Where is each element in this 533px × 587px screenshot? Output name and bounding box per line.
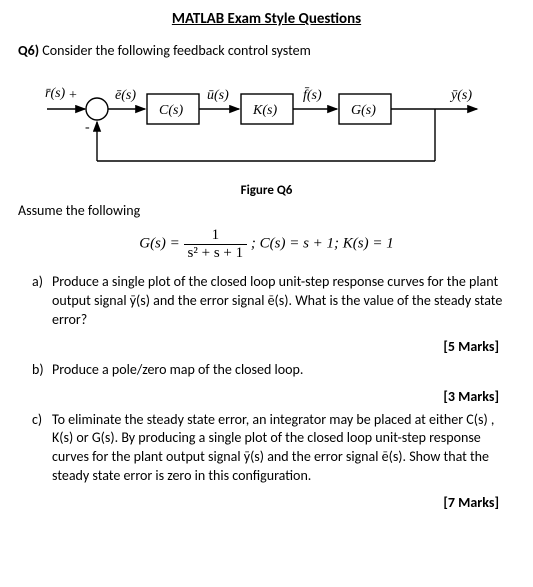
question-label: Q6) [18,42,39,59]
question-text: Consider the following feedback control … [42,42,311,59]
part-c-label: c) [32,411,52,487]
block-diagram: r̄(s) + - ē(s) C(s) ū(s) K(s) f̄(s) G(s)… [18,69,515,179]
signal-f-label: f̄(s) [303,87,322,103]
part-b-label: b) [32,361,52,380]
part-c-text: To eliminate the steady state error, an … [52,411,515,487]
page-title: MATLAB Exam Style Questions [18,10,515,28]
part-b-text: Produce a pole/zero map of the closed lo… [52,361,515,380]
eq-c: C(s) = s + 1; [260,235,339,251]
block-g-label: G(s) [351,103,376,118]
assume-text: Assume the following [18,202,515,219]
block-k-label: K(s) [252,103,277,118]
part-a-text: Produce a single plot of the closed loop… [52,273,515,330]
eq-sep1: ; [251,235,260,251]
signal-r-label: r̄(s) [45,86,66,101]
part-b: b) Produce a pole/zero map of the closed… [32,361,515,380]
part-a-marks: [5 Marks] [18,338,499,355]
equations: G(s) = 1 s² + s + 1 ; C(s) = s + 1; K(s)… [18,227,515,261]
part-c-marks: [7 Marks] [18,494,499,511]
part-c: c) To eliminate the steady state error, … [32,411,515,487]
signal-u-label: ū(s) [207,88,229,103]
eq-g-frac: 1 s² + s + 1 [184,227,248,261]
part-a-label: a) [32,273,52,330]
sum-junction [86,98,108,120]
eq-g-den: s² + s + 1 [184,245,248,262]
question-row: Q6) Consider the following feedback cont… [18,42,515,59]
figure-caption: Figure Q6 [18,183,515,198]
eq-g-lhs: G(s) = [139,235,183,251]
signal-e-label: ē(s) [115,88,136,103]
sum-plus: + [69,88,77,103]
part-a: a) Produce a single plot of the closed l… [32,273,515,330]
sum-minus: - [85,120,90,135]
signal-y-label: ȳ(s) [449,88,472,103]
part-b-marks: [3 Marks] [18,388,499,405]
block-c-label: C(s) [159,103,183,118]
eq-g-num: 1 [184,227,248,245]
eq-k: K(s) = 1 [343,235,394,251]
